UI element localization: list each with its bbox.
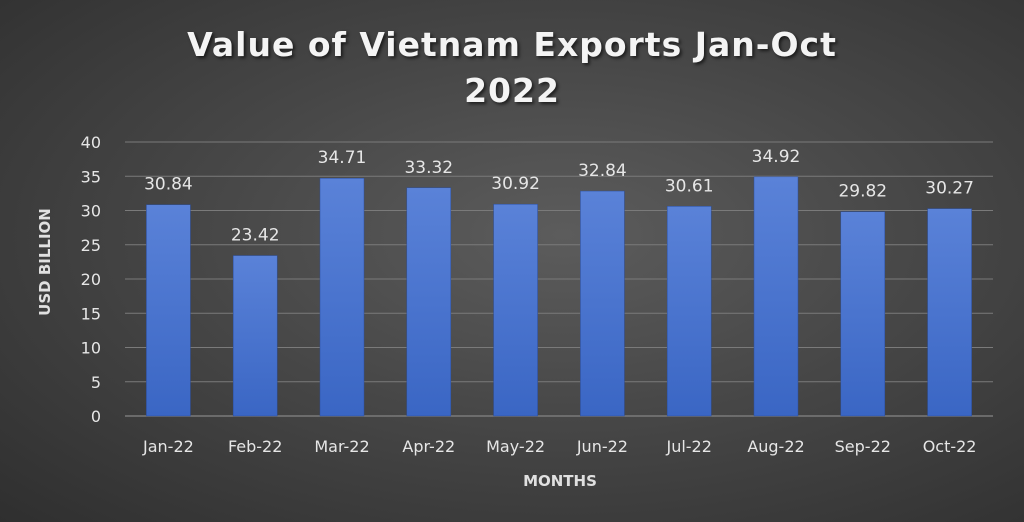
y-tick-label: 15 xyxy=(81,304,101,323)
data-label-may-22: 30.92 xyxy=(491,174,540,194)
data-label-sep-22: 29.82 xyxy=(838,182,887,202)
data-label-aug-22: 34.92 xyxy=(752,147,801,167)
bar-apr-22 xyxy=(406,187,452,417)
y-tick-label: 35 xyxy=(81,167,101,186)
y-tick-label: 30 xyxy=(81,202,101,221)
y-tick-label: 25 xyxy=(81,236,101,255)
data-label-oct-22: 30.27 xyxy=(925,179,974,199)
y-tick-label: 5 xyxy=(91,373,101,392)
bar-mar-22 xyxy=(319,177,365,417)
y-axis-ticks: 0 5 10 15 20 25 30 35 40 xyxy=(81,133,101,426)
x-axis-title: MONTHS xyxy=(523,472,597,490)
chart-title: Value of Vietnam Exports Jan-Oct 2022 xyxy=(0,22,1024,114)
y-axis-title: USD BILLION xyxy=(36,208,54,316)
x-tick-label-apr-22: Apr-22 xyxy=(402,437,455,456)
y-tick-label: 10 xyxy=(81,339,101,358)
chart-title-line-2: 2022 xyxy=(464,71,560,110)
data-label-mar-22: 34.71 xyxy=(318,148,367,168)
data-label-apr-22: 33.32 xyxy=(404,158,453,178)
x-tick-label-jan-22: Jan-22 xyxy=(142,437,194,456)
data-labels: 30.84 23.42 34.71 33.32 30.92 32.84 30.61 34.92… xyxy=(144,147,974,246)
x-tick-label-feb-22: Feb-22 xyxy=(228,437,282,456)
y-tick-label: 20 xyxy=(81,270,101,289)
bar-jun-22 xyxy=(580,190,625,417)
bars xyxy=(146,176,972,417)
bar-aug-22 xyxy=(753,176,799,417)
x-tick-label-oct-22: Oct-22 xyxy=(923,437,977,456)
x-axis-ticks: Jan-22 Feb-22 Mar-22 Apr-22 May-22 Jun-22 Jul-… xyxy=(142,437,976,456)
bar-jul-22 xyxy=(666,206,712,417)
data-label-jun-22: 32.84 xyxy=(578,161,627,181)
bar-sep-22 xyxy=(840,211,886,417)
y-tick-label: 0 xyxy=(91,407,101,426)
bar-oct-22 xyxy=(927,208,972,417)
data-label-jul-22: 30.61 xyxy=(665,176,714,196)
x-tick-label-mar-22: Mar-22 xyxy=(314,437,369,456)
data-label-jan-22: 30.84 xyxy=(144,175,193,195)
y-tick-label: 40 xyxy=(81,133,101,152)
x-tick-label-sep-22: Sep-22 xyxy=(835,437,891,456)
data-label-feb-22: 23.42 xyxy=(231,226,280,246)
bar-may-22 xyxy=(493,203,538,417)
chart-title-line-1: Value of Vietnam Exports Jan-Oct xyxy=(187,25,837,64)
x-tick-label-aug-22: Aug-22 xyxy=(747,437,804,456)
x-tick-label-may-22: May-22 xyxy=(486,437,545,456)
x-tick-label-jun-22: Jun-22 xyxy=(576,437,628,456)
bar-jan-22 xyxy=(146,204,191,417)
bar-feb-22 xyxy=(232,255,278,417)
x-tick-label-jul-22: Jul-22 xyxy=(665,437,711,456)
